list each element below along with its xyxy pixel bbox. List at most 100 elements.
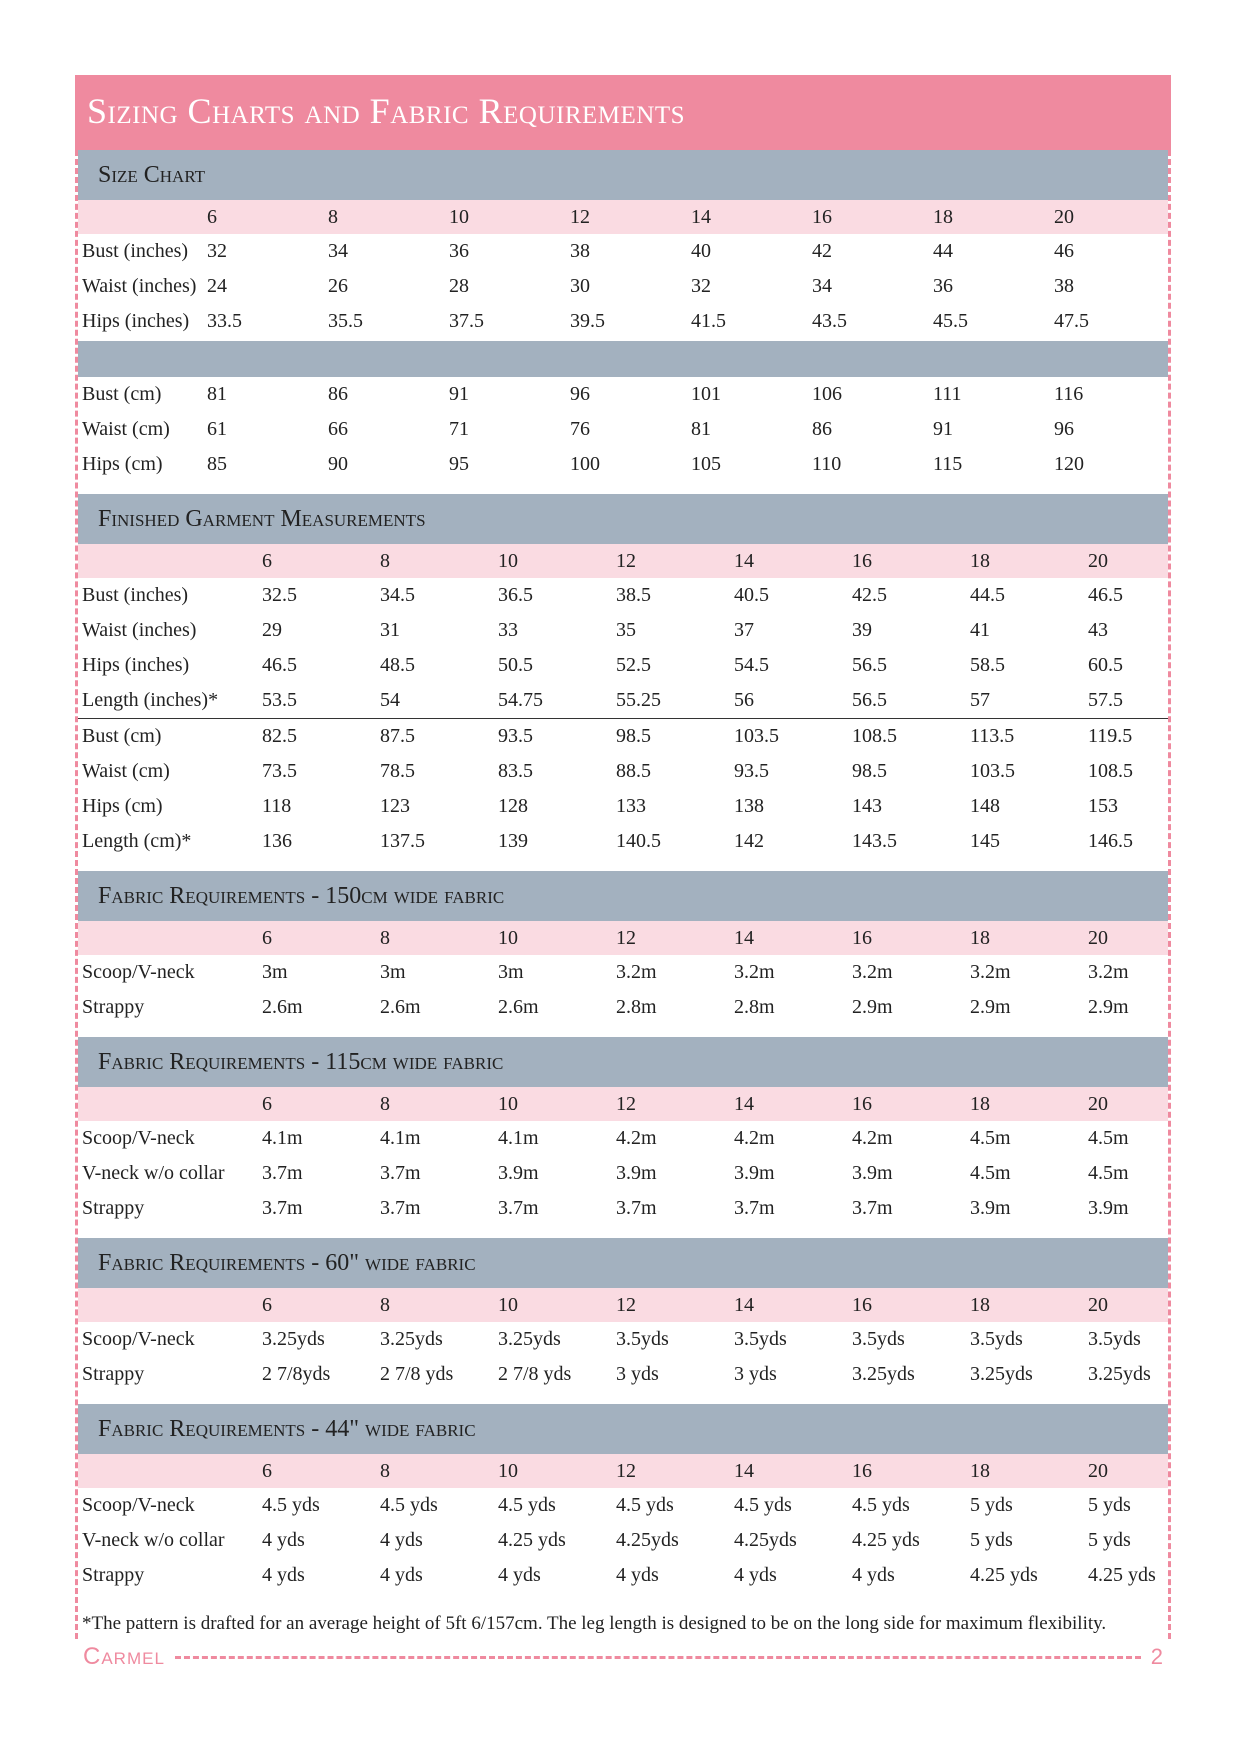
value-cell: 37 xyxy=(734,619,754,641)
brand-name: Carmel xyxy=(83,1643,165,1670)
section-title: Fabric Requirements - 60" wide fabric xyxy=(78,1238,1168,1288)
value-cell: 3.7m xyxy=(498,1197,539,1219)
value-cell: 118 xyxy=(262,795,292,817)
footnote: *The pattern is drafted for an average h… xyxy=(82,1613,1107,1634)
value-cell: 4.5m xyxy=(970,1127,1011,1149)
value-cell: 42.5 xyxy=(852,584,887,606)
value-cell: 3.2m xyxy=(970,961,1011,983)
value-cell: 4.1m xyxy=(262,1127,303,1149)
value-cell: 4.2m xyxy=(616,1127,657,1149)
value-cell: 91 xyxy=(449,383,469,405)
value-cell: 44 xyxy=(933,240,953,262)
size-header: 8 xyxy=(380,1459,390,1482)
value-cell: 32.5 xyxy=(262,584,297,606)
row-label: Bust (cm) xyxy=(82,725,162,747)
value-cell: 113.5 xyxy=(970,725,1015,747)
value-cell: 3.25yds xyxy=(262,1328,325,1350)
value-cell: 3.2m xyxy=(616,961,657,983)
section-title: Finished Garment Measurements xyxy=(78,494,1168,544)
value-cell: 2.9m xyxy=(1088,996,1129,1018)
value-cell: 60.5 xyxy=(1088,654,1123,676)
table-section: Fabric Requirements - 44" wide fabric 6 8 1… xyxy=(78,1404,1168,1605)
size-header: 8 xyxy=(380,1293,390,1316)
data-row: V-neck w/o collar 4 yds 4 yds 4.25 yds 4.25y… xyxy=(78,1523,1168,1558)
value-cell: 98.5 xyxy=(852,760,887,782)
value-cell: 61 xyxy=(207,418,227,440)
value-cell: 50.5 xyxy=(498,654,533,676)
value-cell: 3.2m xyxy=(734,961,775,983)
value-cell: 40.5 xyxy=(734,584,769,606)
value-cell: 33.5 xyxy=(207,310,242,332)
size-header: 18 xyxy=(970,926,990,949)
value-cell: 43 xyxy=(1088,619,1108,641)
value-cell: 54 xyxy=(380,689,400,711)
row-label: Strappy xyxy=(82,1564,145,1586)
value-cell: 116 xyxy=(1054,383,1084,405)
value-cell: 4 yds xyxy=(380,1564,423,1586)
value-cell: 4.2m xyxy=(734,1127,775,1149)
value-cell: 148 xyxy=(970,795,1000,817)
data-row: Strappy 4 yds 4 yds 4 yds 4 yds 4 yds 4 yds 4.2… xyxy=(78,1558,1168,1593)
value-cell: 3.5yds xyxy=(970,1328,1023,1350)
size-header: 12 xyxy=(570,205,590,228)
data-row: Scoop/V-neck 4.5 yds 4.5 yds 4.5 yds 4.5 yds… xyxy=(78,1488,1168,1523)
value-cell: 103.5 xyxy=(734,725,779,747)
value-cell: 136 xyxy=(262,830,292,852)
size-header: 8 xyxy=(380,926,390,949)
data-row: Bust (inches) 32 34 36 38 40 42 44 46 xyxy=(78,234,1168,269)
value-cell: 56.5 xyxy=(852,689,887,711)
value-cell: 4.5m xyxy=(1088,1162,1129,1184)
value-cell: 3.5yds xyxy=(1088,1328,1141,1350)
section-title: Size Chart xyxy=(78,150,1168,200)
size-header: 16 xyxy=(852,1459,872,1482)
value-cell: 3.9m xyxy=(970,1197,1011,1219)
table-section: Fabric Requirements - 60" wide fabric 6 8 1… xyxy=(78,1238,1168,1404)
value-cell: 39.5 xyxy=(570,310,605,332)
section-title: Fabric Requirements - 44" wide fabric xyxy=(78,1404,1168,1454)
size-header: 14 xyxy=(691,205,711,228)
value-cell: 57.5 xyxy=(1088,689,1123,711)
value-cell: 90 xyxy=(328,453,348,475)
row-label: Waist (cm) xyxy=(82,760,170,782)
size-header: 20 xyxy=(1088,1293,1108,1316)
value-cell: 139 xyxy=(498,830,528,852)
size-header: 8 xyxy=(380,1092,390,1115)
data-row: Bust (cm) 81 86 91 96 101 106 111 116 xyxy=(78,377,1168,412)
size-header: 6 xyxy=(262,1092,272,1115)
value-cell: 123 xyxy=(380,795,410,817)
value-cell: 4.5m xyxy=(1088,1127,1129,1149)
value-cell: 41 xyxy=(970,619,990,641)
size-header: 12 xyxy=(616,926,636,949)
value-cell: 4.5m xyxy=(970,1162,1011,1184)
value-cell: 4.25yds xyxy=(734,1529,797,1551)
value-cell: 140.5 xyxy=(616,830,661,852)
sizes-row: 6 8 10 12 14 16 18 20 xyxy=(78,1087,1168,1121)
value-cell: 3.2m xyxy=(852,961,893,983)
size-header: 10 xyxy=(498,1459,518,1482)
value-cell: 153 xyxy=(1088,795,1118,817)
value-cell: 108.5 xyxy=(852,725,897,747)
size-header: 6 xyxy=(207,205,217,228)
size-header: 6 xyxy=(262,1459,272,1482)
value-cell: 34 xyxy=(328,240,348,262)
value-cell: 3.9m xyxy=(1088,1197,1129,1219)
value-cell: 39 xyxy=(852,619,872,641)
value-cell: 4 yds xyxy=(380,1529,423,1551)
value-cell: 4 yds xyxy=(852,1564,895,1586)
value-cell: 105 xyxy=(691,453,721,475)
value-cell: 138 xyxy=(734,795,764,817)
value-cell: 31 xyxy=(380,619,400,641)
size-header: 10 xyxy=(449,205,469,228)
value-cell: 44.5 xyxy=(970,584,1005,606)
value-cell: 52.5 xyxy=(616,654,651,676)
sizes-row: 6 8 10 12 14 16 18 20 xyxy=(78,1288,1168,1322)
value-cell: 71 xyxy=(449,418,469,440)
value-cell: 4.25yds xyxy=(616,1529,679,1551)
value-cell: 82.5 xyxy=(262,725,297,747)
size-header: 8 xyxy=(380,549,390,572)
size-header: 18 xyxy=(970,1293,990,1316)
value-cell: 95 xyxy=(449,453,469,475)
value-cell: 115 xyxy=(933,453,963,475)
value-cell: 3.7m xyxy=(380,1197,421,1219)
page-title: Sizing Charts and Fabric Requirements xyxy=(75,75,1171,150)
